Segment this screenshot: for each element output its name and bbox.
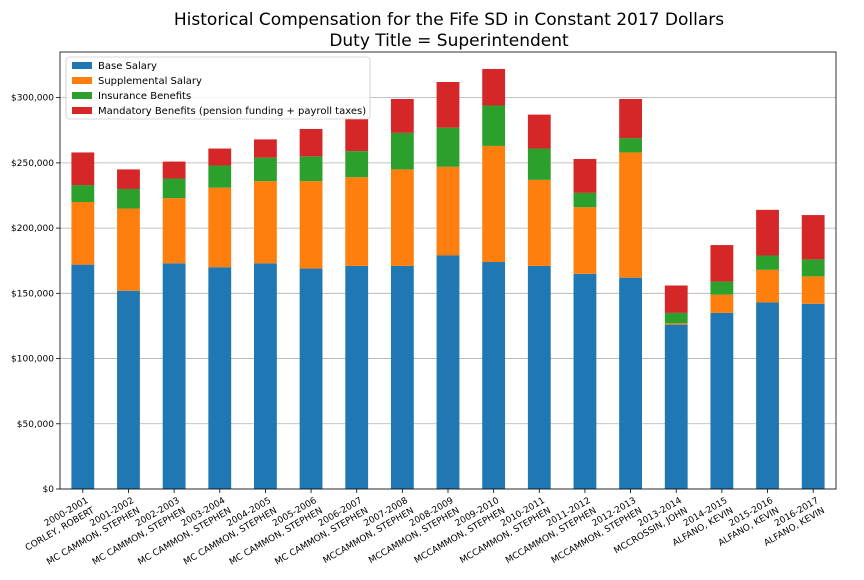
- bar-segment: [619, 277, 642, 489]
- bar-segment: [664, 312, 688, 324]
- bar-segment: [345, 118, 369, 152]
- bar-segment: [345, 177, 369, 266]
- bar-segment: [254, 263, 277, 489]
- bar-segment: [756, 209, 779, 256]
- bar-segment: [162, 178, 186, 199]
- bar-segment: [619, 152, 642, 278]
- bar-segment: [390, 265, 414, 489]
- legend-swatch: [72, 92, 92, 99]
- bar-segment: [436, 255, 460, 489]
- bar-segment: [162, 161, 186, 179]
- bar-segment: [299, 268, 323, 489]
- bar-segment: [527, 265, 551, 489]
- bar-segment: [573, 192, 597, 208]
- bar-segment: [162, 198, 186, 264]
- y-tick-label: $0: [43, 485, 55, 495]
- bar-segment: [71, 264, 95, 489]
- bar-segment: [254, 181, 277, 264]
- bar-segment: [208, 148, 232, 166]
- bar-segment: [71, 185, 95, 203]
- bar-segment: [208, 267, 232, 489]
- bar-segment: [710, 245, 734, 282]
- bar-segment: [299, 156, 323, 182]
- legend-swatch: [72, 107, 92, 114]
- bar-segment: [664, 323, 688, 325]
- legend-label: Base Salary: [98, 61, 157, 72]
- bar-segment: [619, 98, 642, 139]
- y-tick-label: $200,000: [11, 224, 54, 234]
- bar-segment: [117, 169, 140, 189]
- bar-segment: [801, 215, 825, 260]
- bar-segment: [436, 82, 460, 128]
- bars: [71, 68, 825, 489]
- bar-segment: [710, 281, 734, 295]
- bar-segment: [117, 188, 140, 209]
- legend-label: Mandatory Benefits (pension funding + pa…: [98, 106, 366, 117]
- chart-subtitle: Duty Title = Superintendent: [329, 31, 569, 51]
- bar-segment: [208, 187, 232, 268]
- bar-segment: [801, 259, 825, 277]
- bar-segment: [482, 68, 506, 106]
- chart-title: Historical Compensation for the Fife SD …: [174, 10, 724, 30]
- bar-segment: [527, 148, 551, 180]
- y-tick-label: $150,000: [11, 289, 54, 299]
- legend-label: Insurance Benefits: [98, 91, 191, 102]
- bar-segment: [208, 165, 232, 188]
- y-tick-label: $100,000: [11, 355, 54, 365]
- bar-segment: [482, 105, 506, 146]
- bar-segment: [573, 158, 597, 193]
- bar-segment: [801, 276, 825, 304]
- bar-segment: [71, 152, 95, 186]
- bar-segment: [527, 179, 551, 266]
- bar-segment: [756, 269, 779, 303]
- bar-segment: [664, 324, 688, 489]
- bar-segment: [254, 157, 277, 182]
- bar-segment: [482, 145, 506, 263]
- bar-segment: [801, 303, 825, 489]
- bar-segment: [390, 98, 414, 133]
- bar-segment: [664, 285, 688, 313]
- bar-segment: [710, 312, 734, 489]
- y-tick-label: $50,000: [17, 420, 54, 430]
- bar-segment: [254, 139, 277, 158]
- bar-segment: [390, 132, 414, 170]
- bar-segment: [527, 114, 551, 149]
- bar-segment: [299, 181, 323, 269]
- bar-segment: [436, 166, 460, 256]
- bar-segment: [573, 207, 597, 274]
- bar-segment: [117, 208, 140, 291]
- y-tick-label: $250,000: [11, 159, 54, 169]
- y-axis-ticks: $0 $50,000 $100,000 $150,000 $200,000 $250,00…: [11, 94, 60, 495]
- bar-segment: [573, 273, 597, 489]
- bar-segment: [619, 138, 642, 153]
- bar-segment: [710, 294, 734, 313]
- bar-segment: [71, 202, 95, 265]
- bar-segment: [162, 263, 186, 489]
- legend-box: [65, 56, 371, 120]
- legend-label: Supplemental Salary: [98, 76, 202, 87]
- bar-segment: [756, 302, 779, 489]
- bar-segment: [756, 255, 779, 270]
- bar-segment: [436, 127, 460, 167]
- bar-segment: [482, 262, 506, 489]
- legend: Base Salary Supplemental Salary Insurance …: [65, 56, 371, 120]
- y-tick-label: $300,000: [11, 94, 54, 104]
- bar-segment: [345, 265, 369, 489]
- bar-segment: [390, 169, 414, 266]
- bar-segment: [117, 290, 140, 489]
- legend-swatch: [72, 77, 92, 84]
- bar-segment: [345, 151, 369, 178]
- bar-segment: [299, 128, 323, 157]
- legend-swatch: [72, 62, 92, 69]
